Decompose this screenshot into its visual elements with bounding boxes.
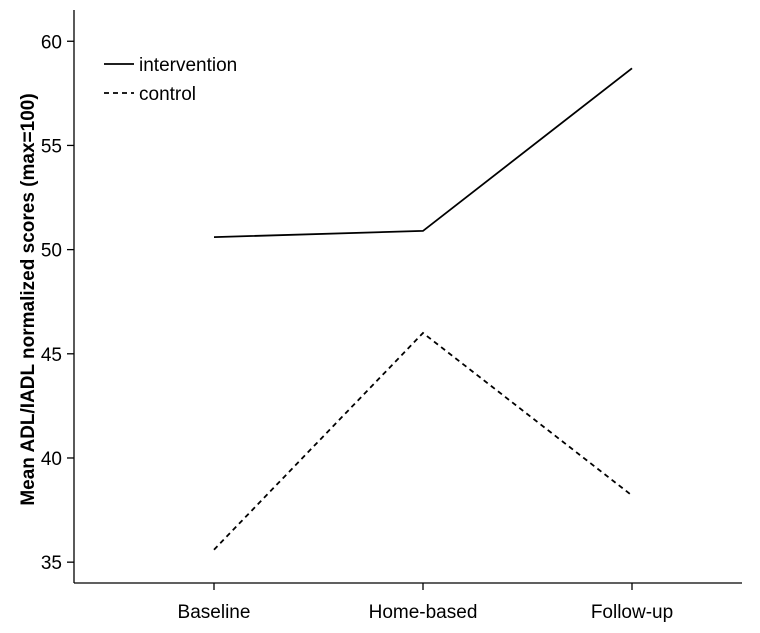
y-tick-label: 55 <box>41 136 62 157</box>
axes <box>73 10 742 584</box>
y-tick-label: 40 <box>41 449 62 470</box>
y-tick-label: 60 <box>41 32 62 53</box>
legend-label-intervention: intervention <box>139 55 237 76</box>
y-tick-label: 45 <box>41 345 62 366</box>
x-ticks: Baseline Home-based Follow-up <box>178 583 673 623</box>
y-tick-label: 50 <box>41 241 62 262</box>
y-tick-label: 35 <box>41 553 62 574</box>
x-tick-label: Home-based <box>369 602 478 623</box>
series-layer <box>213 67 633 551</box>
series-line-control <box>213 331 633 551</box>
x-tick-label: Baseline <box>178 602 251 623</box>
series-line-intervention <box>213 67 633 238</box>
x-tick-label: Follow-up <box>591 602 673 623</box>
y-ticks: 35 40 45 50 55 60 <box>41 32 74 574</box>
legend: intervention control <box>104 55 237 105</box>
legend-label-control: control <box>139 84 196 105</box>
y-axis-title: Mean ADL/IADL normalized scores (max=100… <box>18 93 39 505</box>
